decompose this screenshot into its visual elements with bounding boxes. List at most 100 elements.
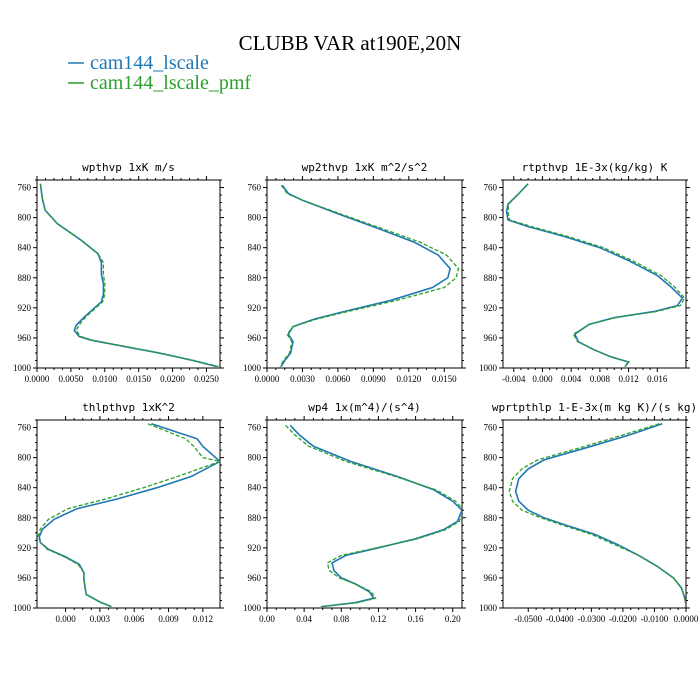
y-tick-label: 800 bbox=[484, 213, 498, 223]
y-tick-label: 880 bbox=[484, 273, 498, 283]
legend-label-lscale-pmf: cam144_lscale_pmf bbox=[90, 72, 251, 94]
panel-4: thlpthvp 1xK^2 760 800 840 880 920 960 1000 0.00… bbox=[13, 401, 224, 624]
x-tick-label: 0.04 bbox=[296, 614, 312, 624]
y-tick-label: 960 bbox=[484, 573, 498, 583]
y-tick-label: 1000 bbox=[13, 363, 32, 373]
panel-2: wp2thvp 1xK m^2/s^2 760 800 840 880 920 960 100… bbox=[243, 161, 466, 384]
y-tick-label: 880 bbox=[248, 273, 262, 283]
x-tick-label: 0.006 bbox=[124, 614, 145, 624]
x-tick-label: 0.009 bbox=[158, 614, 179, 624]
panels-grid: wpthvp 1xK m/s76080084088092096010000.00… bbox=[13, 161, 699, 624]
x-tick-label: -0.004 bbox=[502, 374, 526, 384]
y-tick-label: 840 bbox=[484, 243, 498, 253]
panel-title: wprtpthlp 1-E-3x(m kg K)/(s kg) bbox=[492, 401, 697, 414]
series-lscale-pmf-line bbox=[507, 183, 686, 367]
panel-5: wp4 1x(m^4)/(s^4)76080084088092096010000… bbox=[243, 401, 466, 624]
x-tick-label: -0.0500 bbox=[514, 614, 542, 624]
x-tick-label: 0.000 bbox=[532, 374, 553, 384]
y-tick-label: 1000 bbox=[479, 363, 498, 373]
legend: cam144_lscale cam144_lscale_pmf bbox=[68, 52, 251, 94]
y-tick-label: 960 bbox=[484, 333, 498, 343]
x-tick-label: 0.0030 bbox=[290, 374, 315, 384]
y-tick-label: 840 bbox=[18, 243, 32, 253]
x-tick-label: 0.08 bbox=[333, 614, 349, 624]
series-lscale-line bbox=[505, 183, 684, 367]
x-tick-label: 0.012 bbox=[618, 374, 638, 384]
figure-title: CLUBB VAR at190E,20N bbox=[239, 31, 462, 55]
y-tick-label: 960 bbox=[248, 573, 262, 583]
series-lscale-pmf-line bbox=[508, 423, 686, 605]
y-tick-label: 800 bbox=[18, 453, 32, 463]
y-tick-label: 800 bbox=[248, 213, 262, 223]
x-tick-label: 0.0150 bbox=[126, 374, 151, 384]
series-lscale-pmf-line bbox=[285, 424, 462, 608]
y-tick-label: 920 bbox=[484, 543, 498, 553]
y-tick-label: 1000 bbox=[243, 603, 262, 613]
y-tick-label: 840 bbox=[484, 483, 498, 493]
x-tick-label: 0.0250 bbox=[194, 374, 219, 384]
y-tick-label: 800 bbox=[248, 453, 262, 463]
x-tick-label: 0.000 bbox=[55, 614, 76, 624]
x-tick-label: 0.0150 bbox=[432, 374, 457, 384]
x-tick-label: 0.0200 bbox=[160, 374, 185, 384]
y-tick-label: 1000 bbox=[479, 603, 498, 613]
y-tick-label: 880 bbox=[248, 513, 262, 523]
series-lscale-line bbox=[280, 184, 452, 367]
y-tick-label: 920 bbox=[18, 543, 32, 553]
x-tick-label: 0.0000 bbox=[674, 614, 699, 624]
x-tick-label: 0.012 bbox=[193, 614, 213, 624]
x-tick-label: 0.016 bbox=[647, 374, 668, 384]
plot-frame bbox=[36, 179, 221, 369]
x-tick-label: 0.004 bbox=[561, 374, 582, 384]
x-tick-label: 0.003 bbox=[90, 614, 111, 624]
y-tick-label: 840 bbox=[18, 483, 32, 493]
x-tick-label: 0.0060 bbox=[326, 374, 351, 384]
y-tick-label: 760 bbox=[248, 423, 262, 433]
series-lscale-pmf-line bbox=[39, 183, 219, 368]
panel-title: rtpthvp 1E-3x(kg/kg) K bbox=[522, 161, 668, 174]
y-tick-label: 960 bbox=[18, 573, 32, 583]
y-tick-label: 880 bbox=[484, 513, 498, 523]
series-lscale-pmf-line bbox=[279, 184, 460, 367]
y-tick-label: 960 bbox=[18, 333, 32, 343]
y-tick-label: 800 bbox=[18, 213, 32, 223]
x-tick-label: 0.0000 bbox=[25, 374, 50, 384]
x-tick-label: 0.20 bbox=[445, 614, 461, 624]
x-tick-label: 0.0090 bbox=[361, 374, 386, 384]
y-tick-label: 840 bbox=[248, 483, 262, 493]
y-tick-label: 760 bbox=[18, 183, 32, 193]
legend-label-lscale: cam144_lscale bbox=[90, 52, 209, 74]
panel-title: wp2thvp 1xK m^2/s^2 bbox=[302, 161, 428, 174]
x-tick-label: -0.0400 bbox=[546, 614, 574, 624]
x-tick-label: 0.12 bbox=[371, 614, 387, 624]
panel-3: rtpthvp 1E-3x(kg/kg) K 760 800 840 880 920 960… bbox=[479, 161, 690, 384]
plot-frame bbox=[502, 179, 687, 369]
x-tick-label: 0.0120 bbox=[396, 374, 421, 384]
panel-1: wpthvp 1xK m/s76080084088092096010000.00… bbox=[13, 161, 224, 384]
y-tick-label: 880 bbox=[18, 513, 32, 523]
x-tick-label: -0.0200 bbox=[609, 614, 637, 624]
panel-title: wpthvp 1xK m/s bbox=[82, 161, 175, 174]
x-tick-label: 0.0100 bbox=[92, 374, 117, 384]
y-tick-label: 840 bbox=[248, 243, 262, 253]
y-tick-label: 920 bbox=[248, 303, 262, 313]
x-tick-label: 0.0000 bbox=[255, 374, 280, 384]
x-tick-label: 0.008 bbox=[590, 374, 611, 384]
y-tick-label: 960 bbox=[248, 333, 262, 343]
y-tick-label: 1000 bbox=[243, 363, 262, 373]
x-tick-label: 0.0050 bbox=[59, 374, 84, 384]
series-lscale-line bbox=[38, 423, 220, 608]
y-tick-label: 1000 bbox=[13, 603, 32, 613]
y-tick-label: 760 bbox=[484, 423, 498, 433]
panel-title: thlpthvp 1xK^2 bbox=[82, 401, 175, 414]
series-lscale-pmf-line bbox=[37, 423, 220, 608]
y-tick-label: 920 bbox=[18, 303, 32, 313]
x-tick-label: 0.00 bbox=[259, 614, 275, 624]
x-tick-label: 0.16 bbox=[408, 614, 424, 624]
y-tick-label: 800 bbox=[484, 453, 498, 463]
y-tick-label: 880 bbox=[18, 273, 32, 283]
y-tick-label: 760 bbox=[248, 183, 262, 193]
x-tick-label: -0.0300 bbox=[577, 614, 605, 624]
